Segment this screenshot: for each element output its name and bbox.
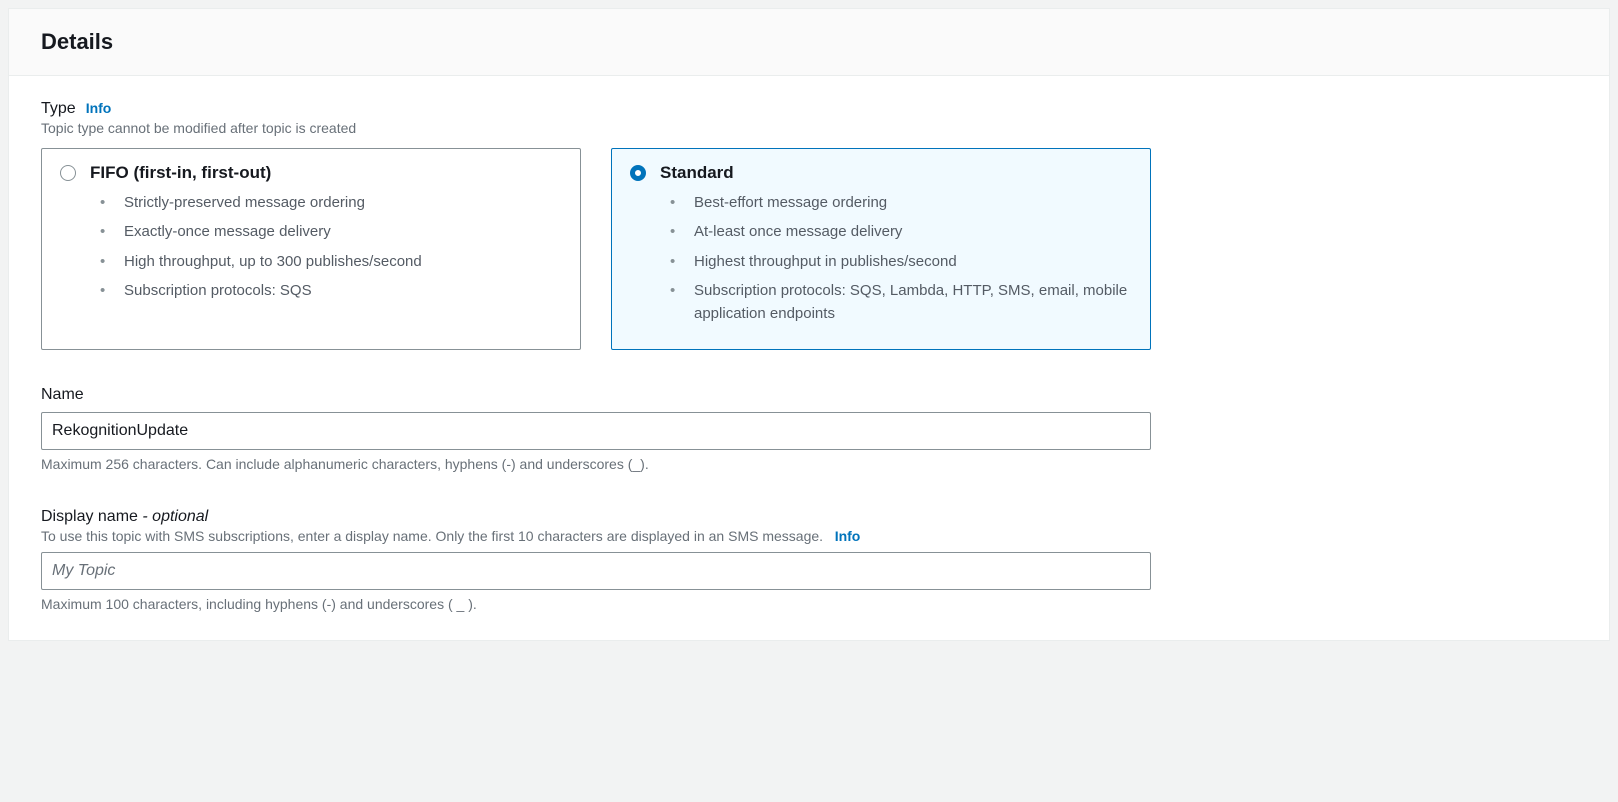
display-name-info-link[interactable]: Info [835, 528, 861, 544]
list-item: At-least once message delivery [670, 220, 1132, 243]
name-label: Name [41, 386, 1151, 404]
display-name-help: To use this topic with SMS subscriptions… [41, 528, 823, 544]
type-section: Type Info Topic type cannot be modified … [41, 100, 1577, 350]
type-options: FIFO (first-in, first-out) Strictly-pres… [41, 148, 1151, 350]
type-card-standard[interactable]: Standard Best-effort message ordering At… [611, 148, 1151, 350]
list-item: Best-effort message ordering [670, 191, 1132, 214]
type-card-standard-header: Standard [630, 163, 1132, 183]
display-name-help-row: To use this topic with SMS subscriptions… [41, 528, 1151, 544]
type-standard-bullets: Best-effort message ordering At-least on… [630, 191, 1132, 325]
type-info-link[interactable]: Info [86, 100, 112, 116]
type-fifo-bullets: Strictly-preserved message ordering Exac… [60, 191, 562, 302]
type-fifo-title: FIFO (first-in, first-out) [90, 163, 271, 183]
radio-fifo[interactable] [60, 165, 76, 181]
type-card-fifo[interactable]: FIFO (first-in, first-out) Strictly-pres… [41, 148, 581, 350]
type-label-row: Type Info [41, 100, 1577, 118]
list-item: Highest throughput in publishes/second [670, 250, 1132, 273]
display-name-label: Display name - optional [41, 508, 1151, 526]
display-name-optional: - optional [142, 508, 208, 525]
panel-header: Details [9, 9, 1609, 76]
list-item: Subscription protocols: SQS [100, 279, 562, 302]
name-input[interactable] [41, 412, 1151, 450]
panel-title: Details [41, 29, 1577, 55]
type-card-fifo-header: FIFO (first-in, first-out) [60, 163, 562, 183]
name-hint: Maximum 256 characters. Can include alph… [41, 456, 1151, 472]
display-name-section: Display name - optional To use this topi… [41, 508, 1151, 612]
list-item: Exactly-once message delivery [100, 220, 562, 243]
type-label: Type [41, 100, 76, 118]
list-item: Subscription protocols: SQS, Lambda, HTT… [670, 279, 1132, 326]
list-item: Strictly-preserved message ordering [100, 191, 562, 214]
type-standard-title: Standard [660, 163, 734, 183]
display-name-hint: Maximum 100 characters, including hyphen… [41, 596, 1151, 612]
details-panel: Details Type Info Topic type cannot be m… [8, 8, 1610, 641]
panel-body: Type Info Topic type cannot be modified … [9, 76, 1609, 640]
radio-standard[interactable] [630, 165, 646, 181]
display-name-input[interactable] [41, 552, 1151, 590]
display-name-label-text: Display name [41, 508, 138, 525]
type-help-text: Topic type cannot be modified after topi… [41, 120, 1577, 136]
name-section: Name Maximum 256 characters. Can include… [41, 386, 1151, 472]
list-item: High throughput, up to 300 publishes/sec… [100, 250, 562, 273]
